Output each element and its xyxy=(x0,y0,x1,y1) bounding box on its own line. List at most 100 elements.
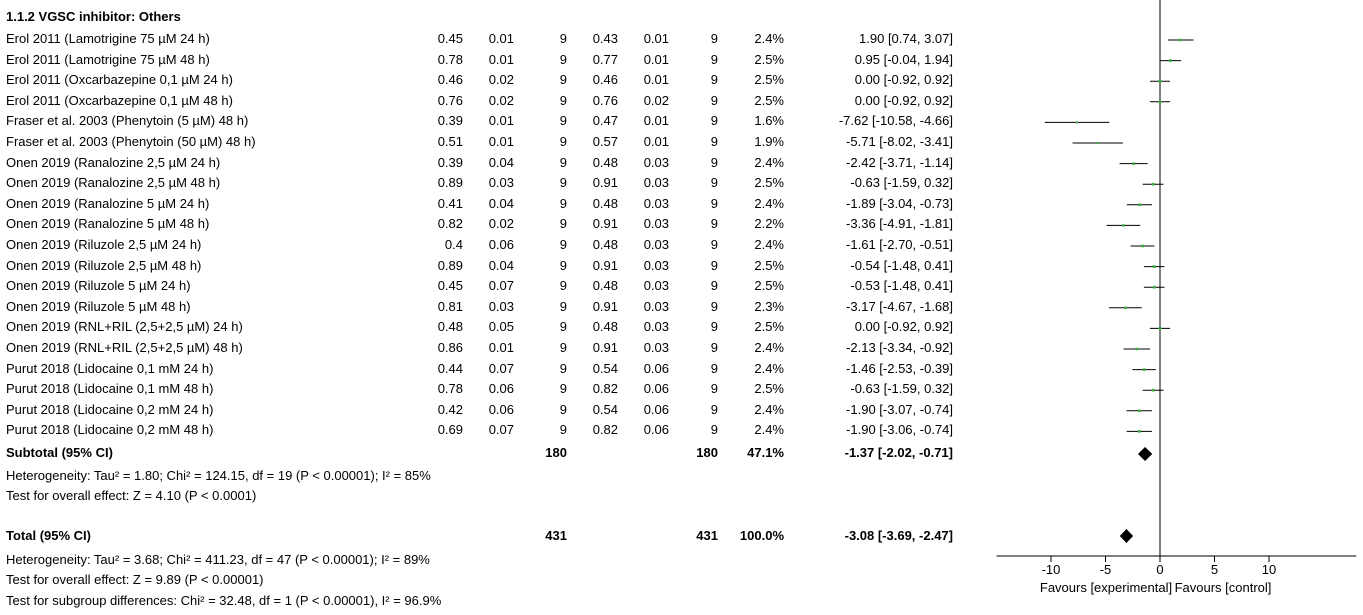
subgroup-title: 1.1.2 VGSC inhibitor: Others xyxy=(6,9,181,24)
study-n2: 9 xyxy=(710,381,718,397)
study-weight: 1.9% xyxy=(754,134,784,149)
study-name: Onen 2019 (Ranalozine 5 µM 48 h) xyxy=(6,216,210,232)
study-sd2: 0.01 xyxy=(643,31,669,46)
study-n2: 9 xyxy=(710,31,718,46)
study-row: Onen 2019 (Riluzole 2,5 µM 24 h) 0.4 0.06 9… xyxy=(0,235,960,255)
study-ci-text: -3.17 [-4.67, -1.68] xyxy=(846,298,953,314)
study-row: Onen 2019 (RNL+RIL (2,5+2,5 µM) 24 h) 0.4… xyxy=(0,317,960,337)
study-point xyxy=(1179,38,1183,42)
study-ci-text: -0.63 [-1.59, 0.32] xyxy=(850,175,953,191)
study-n2: 9 xyxy=(710,175,718,191)
study-sd1: 0.01 xyxy=(488,134,514,149)
study-sd2: 0.03 xyxy=(643,257,669,273)
study-point xyxy=(1151,388,1155,392)
study-point xyxy=(1138,203,1141,207)
study-point xyxy=(1122,224,1125,227)
study-m2: 0.48 xyxy=(592,154,618,170)
study-ci-text: -2.42 [-3.71, -1.14] xyxy=(846,154,953,170)
study-weight: 2.5% xyxy=(754,381,784,397)
study-row: Onen 2019 (Ranalozine 2,5 µM 24 h) 0.39 0.… xyxy=(0,153,960,173)
study-n2: 9 xyxy=(710,72,718,88)
study-sd2: 0.03 xyxy=(643,237,669,252)
study-m1: 0.44 xyxy=(437,360,463,376)
study-n1: 9 xyxy=(559,360,567,376)
study-ci-text: -7.62 [-10.58, -4.66] xyxy=(838,113,953,129)
study-name: Erol 2011 (Lamotrigine 75 µM 24 h) xyxy=(6,31,210,46)
study-sd1: 0.02 xyxy=(488,92,514,108)
study-sd2: 0.03 xyxy=(643,154,669,170)
study-n2: 9 xyxy=(710,319,718,335)
study-m2: 0.47 xyxy=(592,113,618,129)
study-row: Onen 2019 (RNL+RIL (2,5+2,5 µM) 48 h) 0.8… xyxy=(0,338,960,358)
study-sd1: 0.01 xyxy=(488,340,514,355)
study-name: Onen 2019 (Ranalozine 5 µM 24 h) xyxy=(6,195,210,211)
study-ci-text: -1.90 [-3.06, -0.74] xyxy=(846,422,953,438)
study-weight: 2.4% xyxy=(754,154,784,170)
study-sd1: 0.02 xyxy=(488,72,514,88)
study-m1: 0.51 xyxy=(437,134,463,149)
study-name: Onen 2019 (Riluzole 2,5 µM 48 h) xyxy=(6,257,202,273)
study-row: Purut 2018 (Lidocaine 0,2 mM 48 h) 0.69 0.… xyxy=(0,420,960,440)
study-sd2: 0.02 xyxy=(643,92,669,108)
study-name: Erol 2011 (Lamotrigine 75 µM 48 h) xyxy=(6,51,210,67)
study-ci-text: 0.95 [-0.04, 1.94] xyxy=(854,51,953,67)
study-sd1: 0.05 xyxy=(488,319,514,335)
study-point xyxy=(1158,79,1162,83)
study-n1: 9 xyxy=(559,216,567,232)
study-m2: 0.54 xyxy=(592,360,618,376)
study-weight: 2.3% xyxy=(754,298,784,314)
favours-experimental-label: Favours [experimental] xyxy=(1040,580,1172,595)
study-point xyxy=(1158,327,1162,330)
study-m2: 0.91 xyxy=(592,340,618,355)
study-n1: 9 xyxy=(559,195,567,211)
study-row: Onen 2019 (Ranalozine 5 µM 48 h) 0.82 0.02… xyxy=(0,214,960,234)
study-n2: 9 xyxy=(710,422,718,438)
study-sd1: 0.03 xyxy=(488,298,514,314)
study-m1: 0.4 xyxy=(444,237,463,252)
study-ci-text: -5.71 [-8.02, -3.41] xyxy=(846,134,953,149)
study-ci-text: -1.89 [-3.04, -0.73] xyxy=(846,195,953,211)
study-point xyxy=(1152,265,1156,268)
study-n2: 9 xyxy=(710,92,718,108)
study-n1: 9 xyxy=(559,319,567,335)
study-m1: 0.78 xyxy=(437,381,463,397)
study-m2: 0.48 xyxy=(592,195,618,211)
total-n1: 431 xyxy=(545,528,567,543)
study-n1: 9 xyxy=(559,381,567,397)
study-m2: 0.91 xyxy=(592,216,618,232)
study-sd1: 0.03 xyxy=(488,175,514,191)
total-heterogeneity: Heterogeneity: Tau² = 3.68; Chi² = 411.2… xyxy=(6,552,430,567)
study-sd2: 0.06 xyxy=(643,422,669,438)
study-weight: 2.4% xyxy=(754,401,784,417)
study-weight: 2.4% xyxy=(754,340,784,355)
total-overall-effect: Test for overall effect: Z = 9.89 (P < 0… xyxy=(6,572,264,587)
study-ci-text: -0.53 [-1.48, 0.41] xyxy=(850,278,953,294)
study-point xyxy=(1137,430,1141,433)
study-weight: 2.5% xyxy=(754,92,784,108)
study-weight: 2.4% xyxy=(754,422,784,438)
study-m1: 0.39 xyxy=(437,113,463,129)
subtotal-heterogeneity: Heterogeneity: Tau² = 1.80; Chi² = 124.1… xyxy=(6,468,431,483)
subtotal-label: Subtotal (95% CI) xyxy=(6,445,113,460)
subtotal-n1: 180 xyxy=(545,445,567,460)
study-name: Onen 2019 (Ranalozine 2,5 µM 48 h) xyxy=(6,175,221,191)
study-n1: 9 xyxy=(559,175,567,191)
study-ci-text: -3.36 [-4.91, -1.81] xyxy=(846,216,953,232)
study-m2: 0.91 xyxy=(592,175,618,191)
study-n1: 9 xyxy=(559,51,567,67)
study-n1: 9 xyxy=(559,401,567,417)
study-point xyxy=(1141,244,1144,248)
study-ci-text: -0.63 [-1.59, 0.32] xyxy=(850,381,953,397)
study-n1: 9 xyxy=(559,92,567,108)
study-sd2: 0.03 xyxy=(643,278,669,294)
study-row: Purut 2018 (Lidocaine 0,2 mM 24 h) 0.42 0.… xyxy=(0,400,960,420)
study-weight: 2.5% xyxy=(754,51,784,67)
subtotal-overall-effect: Test for overall effect: Z = 4.10 (P < 0… xyxy=(6,488,257,503)
study-n2: 9 xyxy=(710,134,718,149)
x-axis-tick-label: 10 xyxy=(1262,562,1276,577)
study-row: Fraser et al. 2003 (Phenytoin (50 µM) 48… xyxy=(0,132,960,152)
study-sd1: 0.06 xyxy=(488,237,514,252)
study-weight: 2.5% xyxy=(754,257,784,273)
study-sd2: 0.01 xyxy=(643,51,669,67)
